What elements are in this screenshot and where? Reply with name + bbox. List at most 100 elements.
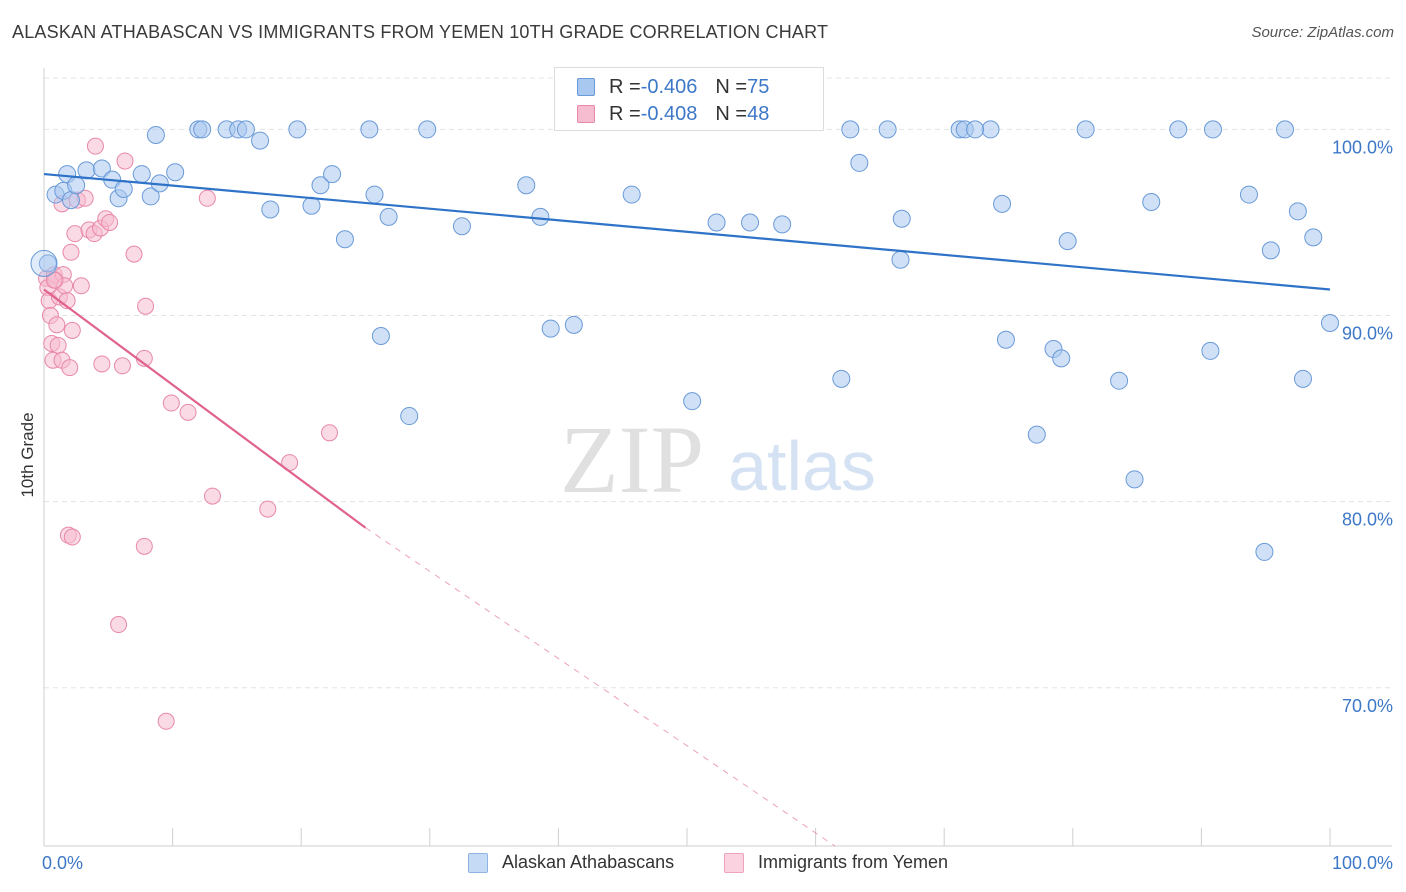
data-point-athabascan [1058, 232, 1077, 251]
data-point-athabascan [251, 131, 270, 150]
data-point-athabascan [1293, 369, 1312, 388]
trend-line-yemen-extrapolated [365, 527, 836, 847]
bottom-legend-label-pink: Immigrants from Yemen [758, 852, 949, 872]
y-tick-label: 80.0% [1342, 510, 1393, 530]
x-tick-label: 100.0% [1332, 853, 1393, 873]
data-point-athabascan [541, 319, 560, 338]
trend-line-yemen [43, 288, 367, 529]
data-point-athabascan [400, 407, 419, 426]
data-point-athabascan [841, 120, 860, 139]
data-point-yemen [49, 336, 67, 354]
legend-r-value: -0.408 [640, 102, 698, 125]
watermark-zip: ZIP [560, 406, 704, 513]
data-point-yemen [86, 137, 104, 155]
pink-series-points [38, 137, 338, 730]
data-point-athabascan [360, 120, 379, 139]
data-point-yemen [66, 225, 84, 243]
data-point-yemen [72, 277, 90, 295]
data-point-yemen [48, 316, 66, 334]
tick-labels: 100.0% 90.0% 80.0% 70.0% 0.0% 100.0% [42, 137, 1393, 873]
data-point-athabascan [996, 330, 1015, 349]
data-point-yemen [162, 394, 180, 412]
data-point-athabascan [193, 120, 212, 139]
data-point-yemen [135, 537, 153, 555]
data-point-athabascan [302, 196, 321, 215]
data-point-athabascan [993, 194, 1012, 213]
data-point-athabascan [1110, 371, 1129, 390]
legend-r-label: R = [609, 75, 641, 98]
data-point-athabascan [741, 213, 760, 232]
data-point-athabascan [1239, 185, 1258, 204]
data-point-yemen [137, 297, 155, 315]
data-point-athabascan [379, 207, 398, 226]
data-point-athabascan [371, 327, 390, 346]
legend-swatch-blue [577, 78, 595, 96]
legend-swatch-pink [577, 105, 595, 123]
legend-r-label: R = [609, 102, 641, 125]
data-point-athabascan [1201, 341, 1220, 360]
trend-line-athabascan [43, 172, 1331, 291]
data-point-athabascan [981, 120, 1000, 139]
data-point-athabascan [1076, 120, 1095, 139]
legend-n-label: N = [715, 75, 748, 98]
data-point-yemen [125, 245, 143, 263]
data-point-athabascan [850, 153, 869, 172]
data-point-yemen [63, 528, 81, 546]
data-point-athabascan [311, 176, 330, 195]
bottom-legend-item-pink[interactable]: Immigrants from Yemen [724, 852, 948, 873]
data-point-athabascan [30, 249, 58, 277]
data-point-yemen [157, 712, 175, 730]
data-point-athabascan [92, 159, 111, 178]
data-point-yemen [203, 487, 221, 505]
data-point-yemen [179, 403, 197, 421]
data-point-athabascan [531, 207, 550, 226]
bottom-legend-label-blue: Alaskan Athabascans [502, 852, 675, 872]
bottom-legend-swatch-pink [724, 852, 744, 873]
trend-lines [43, 172, 1331, 847]
data-point-athabascan [114, 179, 133, 198]
data-point-yemen [116, 152, 134, 170]
data-point-yemen [93, 355, 111, 373]
data-point-athabascan [1255, 542, 1274, 561]
data-point-yemen [110, 616, 128, 634]
data-point-athabascan [141, 187, 160, 206]
data-point-athabascan [891, 250, 910, 269]
data-point-athabascan [1288, 202, 1307, 221]
data-point-yemen [101, 213, 119, 231]
data-point-athabascan [966, 120, 985, 139]
grid-lines [44, 77, 1392, 689]
data-point-athabascan [288, 120, 307, 139]
data-point-yemen [61, 359, 79, 377]
data-point-athabascan [452, 217, 471, 236]
data-point-athabascan [365, 185, 384, 204]
bottom-legend-swatch-blue [468, 852, 488, 873]
data-point-athabascan [892, 209, 911, 228]
chart-title: ALASKAN ATHABASCAN VS IMMIGRANTS FROM YE… [12, 22, 829, 42]
data-point-yemen [62, 243, 80, 261]
data-point-yemen [320, 424, 338, 442]
data-point-yemen [113, 357, 131, 375]
data-point-athabascan [707, 213, 726, 232]
data-point-athabascan [335, 230, 354, 249]
data-point-athabascan [418, 120, 437, 139]
data-point-athabascan [564, 315, 583, 334]
source-label: Source: ZipAtlas.com [1251, 24, 1394, 41]
bottom-legend-item-blue[interactable]: Alaskan Athabascans [468, 852, 674, 873]
y-tick-label: 70.0% [1342, 696, 1393, 716]
y-axis-label: 10th Grade [18, 412, 37, 497]
data-point-yemen [259, 500, 277, 518]
data-point-athabascan [1169, 120, 1188, 139]
legend-row-blue: R = -0.406 N = 75 [577, 74, 769, 100]
data-point-yemen [63, 321, 81, 339]
y-tick-label: 90.0% [1342, 324, 1393, 344]
x-tick-label: 0.0% [42, 853, 83, 873]
legend-n-label: N = [715, 102, 748, 125]
data-point-athabascan [773, 215, 792, 234]
data-point-athabascan [1275, 120, 1294, 139]
data-point-athabascan [132, 165, 151, 184]
correlation-legend: R = -0.406 N = 75 R = -0.408 N = 48 [554, 67, 824, 131]
data-point-athabascan [517, 176, 536, 195]
legend-n-value: 75 [747, 75, 770, 98]
data-point-athabascan [1142, 193, 1161, 212]
watermark-atlas: atlas [728, 427, 876, 505]
